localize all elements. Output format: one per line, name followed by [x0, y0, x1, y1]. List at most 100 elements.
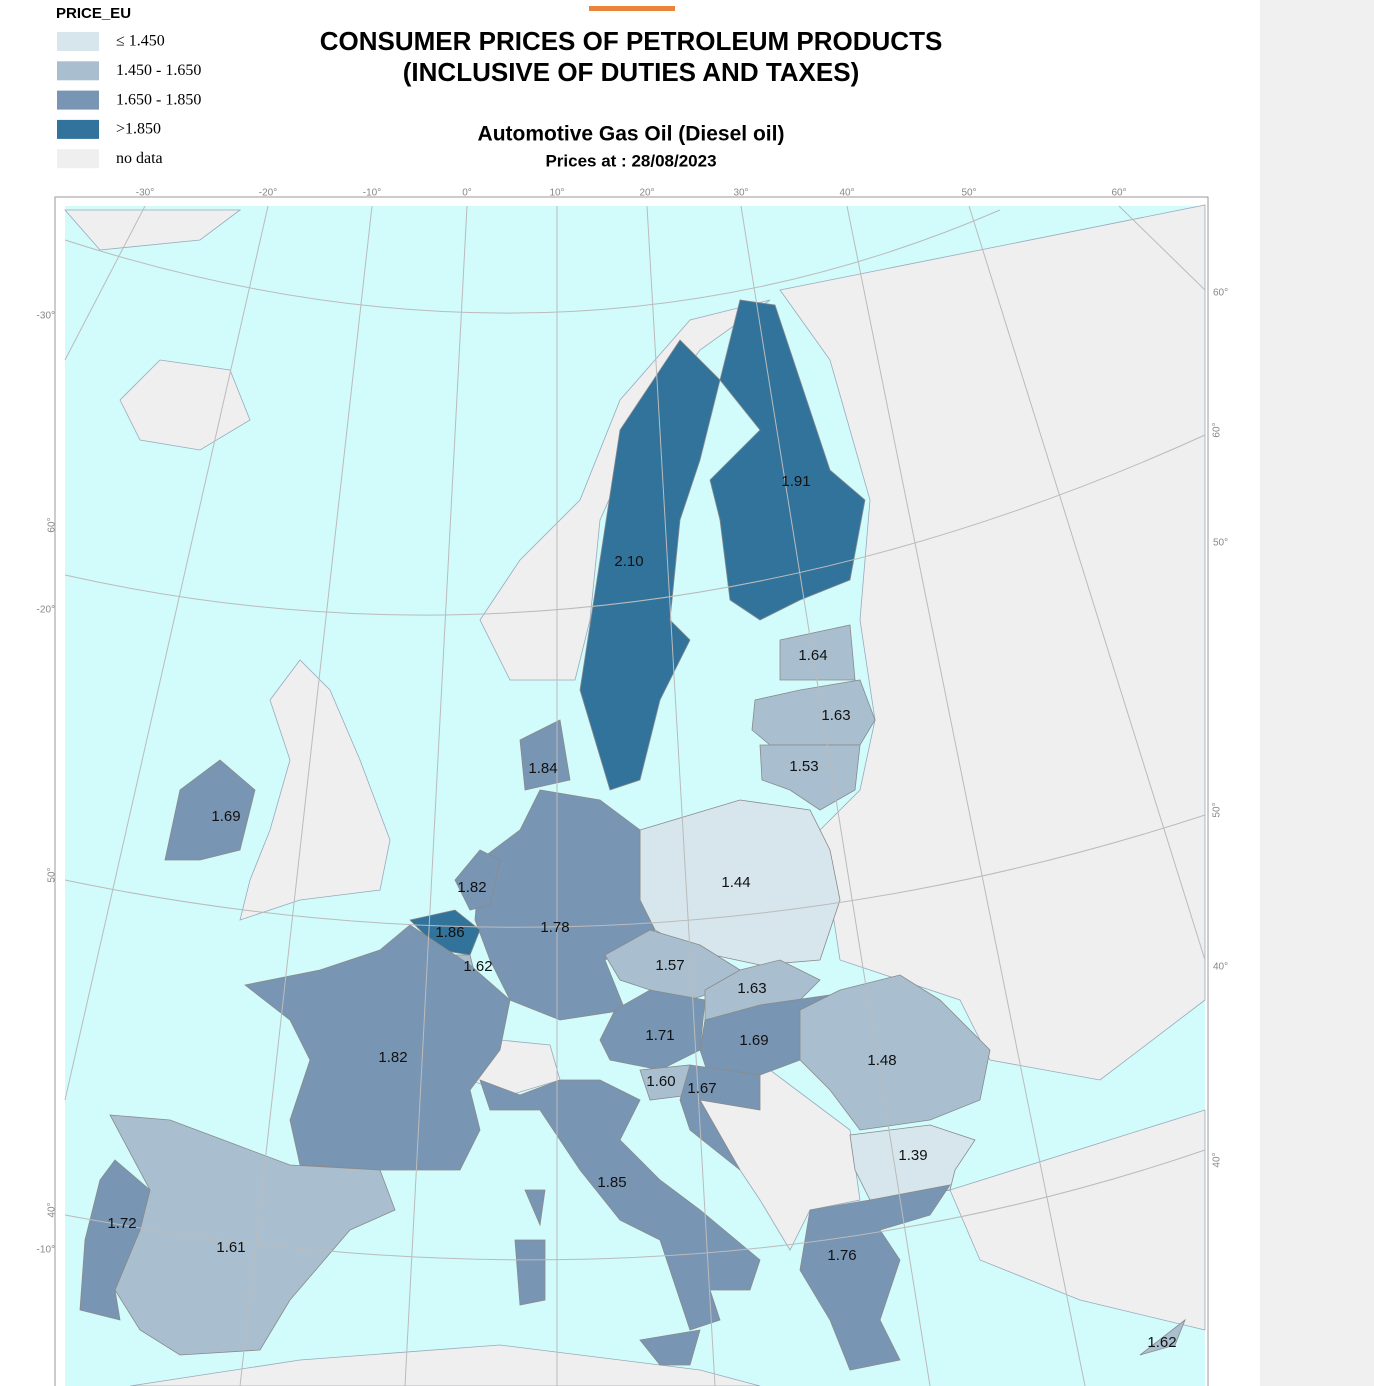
graticule-label: 40°	[1213, 962, 1228, 973]
land-no-data	[479, 299, 771, 681]
graticule-label: 50°	[1212, 802, 1223, 817]
land-no-data	[64, 209, 242, 251]
country	[709, 299, 866, 621]
graticule-label: -20°	[259, 188, 277, 199]
graticule-label: 10°	[549, 188, 564, 199]
graticule-label: -20°	[37, 605, 55, 616]
price-label: 1.91	[781, 473, 810, 490]
graticule-label: 0°	[462, 188, 472, 199]
land	[64, 204, 1206, 1386]
graticule-line	[64, 434, 1206, 616]
country	[579, 339, 721, 791]
price-label: 1.84	[528, 760, 557, 777]
graticule-line	[968, 205, 1206, 961]
country	[79, 1159, 151, 1321]
price-label: 2.10	[614, 553, 643, 570]
graticule-label: 50°	[1213, 538, 1228, 549]
country	[164, 759, 256, 861]
graticule-label: -30°	[136, 188, 154, 199]
country	[639, 1329, 701, 1366]
graticule-label: 40°	[1212, 1152, 1223, 1167]
country	[244, 924, 511, 1171]
date: Prices at : 28/08/2023	[545, 151, 716, 170]
country	[699, 994, 831, 1081]
price-label: 1.82	[378, 1049, 407, 1066]
graticule-label: -30°	[37, 311, 55, 322]
graticule-label: 50°	[961, 188, 976, 199]
graticule-label: 30°	[733, 188, 748, 199]
country	[751, 679, 876, 746]
graticule-line	[740, 205, 931, 1386]
subtitle: Automotive Gas Oil (Diesel oil)	[478, 123, 785, 146]
country	[799, 1184, 951, 1371]
graticule-label: -10°	[37, 1245, 55, 1256]
graticule-label: -10°	[363, 188, 381, 199]
legend-title: PRICE_EU	[56, 5, 131, 22]
legend-label: no data	[116, 150, 163, 167]
graticule-label: 40°	[47, 1202, 58, 1217]
price-label: 1.64	[798, 647, 827, 664]
price-label: 1.53	[789, 758, 818, 775]
price-label: 1.62	[463, 958, 492, 975]
country	[524, 1189, 546, 1227]
country	[514, 1239, 546, 1306]
legend-label: 1.650 - 1.850	[116, 91, 201, 108]
price-label: 1.71	[645, 1027, 674, 1044]
legend-label: >1.850	[116, 121, 161, 138]
graticule-line	[64, 1149, 1206, 1261]
country	[454, 849, 501, 911]
graticule-line	[846, 205, 1086, 1386]
graticule-label: 60°	[1213, 288, 1228, 299]
legend: ≤ 1.450 1.450 - 1.650 1.650 - 1.850 >1.850 n…	[57, 32, 201, 169]
country	[679, 1064, 761, 1171]
price-label: 1.78	[540, 919, 569, 936]
graticule-line	[404, 205, 468, 1386]
legend-label: ≤ 1.450	[116, 33, 165, 50]
side-strip	[1260, 0, 1374, 1386]
price-label: 1.63	[821, 707, 850, 724]
graticule-label: 60°	[47, 517, 58, 532]
price-label: 1.60	[646, 1073, 675, 1090]
top-tab	[589, 6, 675, 11]
price-label: 1.82	[457, 879, 486, 896]
price-label: 1.72	[107, 1215, 136, 1232]
graticule-label: 60°	[1212, 422, 1223, 437]
graticule-line	[1118, 205, 1206, 291]
price-label: 1.69	[739, 1032, 768, 1049]
country	[1139, 1318, 1186, 1356]
graticule-label: 60°	[1111, 188, 1126, 199]
price-label: 1.57	[655, 957, 684, 974]
country	[799, 974, 991, 1131]
price-label: 1.86	[435, 924, 464, 941]
legend-swatch	[57, 149, 99, 169]
graticule-label: 20°	[639, 188, 654, 199]
price-label: 1.44	[721, 874, 750, 891]
land-no-data	[239, 659, 391, 921]
country	[779, 624, 856, 681]
graticule-line	[646, 205, 716, 1386]
country	[479, 1079, 761, 1331]
price-label: 1.63	[737, 980, 766, 997]
land-no-data	[129, 1344, 761, 1386]
legend-swatch	[57, 119, 99, 139]
title-line: (INCLUSIVE OF DUTIES AND TAXES)	[403, 57, 859, 87]
legend-label: 1.450 - 1.650	[116, 62, 201, 79]
legend-swatch	[57, 61, 99, 81]
country	[849, 1124, 976, 1201]
graticule	[64, 205, 1206, 1386]
graticule-line	[64, 814, 1206, 928]
price-label: 1.48	[867, 1052, 896, 1069]
graticule-line	[239, 205, 373, 1386]
country	[599, 989, 706, 1071]
title-line: CONSUMER PRICES OF PETROLEUM PRODUCTS	[320, 26, 943, 56]
legend-swatch	[57, 90, 99, 110]
land-no-data	[949, 1109, 1206, 1331]
price-label: 1.69	[211, 808, 240, 825]
price-label: 1.39	[898, 1147, 927, 1164]
price-label: 1.76	[827, 1247, 856, 1264]
graticule-label: 50°	[47, 867, 58, 882]
graticule-line	[64, 205, 146, 361]
graticule-line	[64, 209, 1001, 314]
